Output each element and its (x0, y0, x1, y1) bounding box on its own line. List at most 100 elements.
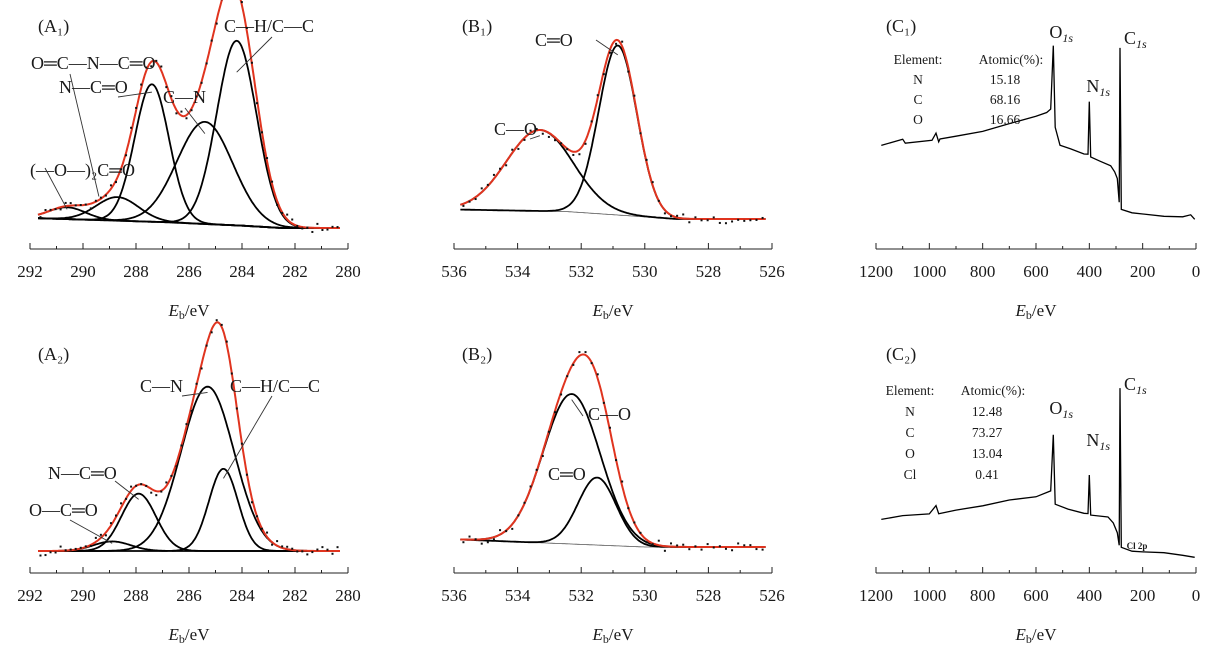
x-tick-label: 290 (70, 262, 96, 281)
data-point (486, 183, 489, 186)
table-cell-atomic: 73.27 (972, 425, 1003, 440)
data-point (511, 527, 514, 530)
data-point (210, 39, 213, 42)
data-point (682, 543, 685, 546)
data-point (645, 158, 648, 161)
data-point (657, 539, 660, 542)
x-tick-label: 286 (176, 262, 202, 281)
data-point (602, 73, 605, 76)
data-point (261, 527, 264, 530)
annotation-leader (117, 91, 152, 98)
table-cell-element: Cl (904, 467, 917, 482)
peak-label-o1s: O1s (1049, 398, 1073, 421)
data-point (215, 319, 218, 322)
x-axis-title: Eb/eV (168, 301, 211, 322)
data-point (84, 545, 87, 548)
table-cell-atomic: 13.04 (972, 446, 1003, 461)
data-point (535, 128, 538, 131)
data-point (712, 216, 715, 219)
annotation-leader (114, 480, 139, 500)
data-point (89, 207, 92, 210)
data-point (64, 201, 67, 204)
peak-label-c1s: C1s (1124, 28, 1147, 51)
data-point (175, 465, 178, 468)
data-point (160, 490, 163, 493)
data-point (541, 455, 544, 458)
data-point (316, 222, 319, 225)
annotation-leader (595, 39, 619, 56)
component-peak (460, 129, 766, 220)
data-point (135, 484, 138, 487)
data-point (651, 181, 654, 184)
x-tick-label: 536 (441, 262, 467, 281)
peak-annotation: C—H/C—C (230, 376, 320, 396)
data-point (130, 485, 133, 488)
table-header-element: Element: (886, 383, 935, 398)
data-point (39, 216, 42, 219)
data-point (180, 444, 183, 447)
data-point (271, 543, 274, 546)
x-tick-label: 400 (1077, 262, 1103, 281)
data-point (529, 129, 532, 132)
x-tick-label: 1000 (912, 262, 946, 281)
data-point (165, 86, 168, 89)
table-cell-atomic: 0.41 (975, 467, 999, 482)
data-point (584, 351, 587, 354)
data-point (523, 501, 526, 504)
data-point (645, 541, 648, 544)
data-point (276, 203, 279, 206)
data-point (165, 481, 168, 484)
data-point (170, 95, 173, 98)
x-axis-title: Eb/eV (592, 301, 635, 322)
data-point (560, 142, 563, 145)
table-cell-element: C (913, 92, 922, 107)
table-cell-atomic: 68.16 (990, 92, 1021, 107)
data-point (311, 230, 314, 233)
data-point (150, 491, 153, 494)
peak-annotation: C—H/C—C (224, 16, 314, 36)
data-point (255, 102, 258, 105)
panel-b2: 536 534 532 530 528 526 Eb/eV (B₂) C—O C═O (441, 344, 785, 646)
data-point (480, 542, 483, 545)
peak-annotation: N—C═O (59, 77, 128, 97)
data-point (301, 227, 304, 230)
data-point (170, 474, 173, 477)
data-point (296, 550, 299, 553)
data-point (718, 221, 721, 224)
data-point (326, 228, 329, 231)
x-tick-label: 286 (176, 586, 202, 605)
data-point (755, 218, 758, 221)
data-point (94, 536, 97, 539)
peak-annotation: O—C═O (29, 500, 98, 520)
data-point (59, 545, 62, 548)
data-point (639, 132, 642, 135)
data-point (553, 411, 556, 414)
data-point (114, 514, 117, 517)
data-point (266, 531, 269, 534)
table-cell-element: O (905, 446, 915, 461)
panel-label: (A₂) (38, 344, 69, 365)
data-point (718, 545, 721, 548)
data-point (210, 331, 213, 334)
data-point (145, 66, 148, 69)
data-point (296, 224, 299, 227)
panel-label: (A₁) (38, 16, 69, 37)
data-point (281, 211, 284, 214)
data-point (175, 112, 178, 115)
data-point (578, 351, 581, 354)
data-point (560, 393, 563, 396)
x-tick-label: 600 (1023, 262, 1049, 281)
data-point (200, 81, 203, 84)
data-point (140, 483, 143, 486)
data-point (615, 459, 618, 462)
data-point (104, 194, 107, 197)
x-tick-label: 200 (1130, 586, 1156, 605)
peak-label-o1s: O1s (1049, 22, 1073, 45)
data-point (468, 200, 471, 203)
data-point (225, 340, 228, 343)
data-point (553, 139, 556, 142)
peak-label-n1s: N1s (1086, 430, 1110, 453)
data-point (627, 507, 630, 510)
data-point (125, 154, 128, 157)
